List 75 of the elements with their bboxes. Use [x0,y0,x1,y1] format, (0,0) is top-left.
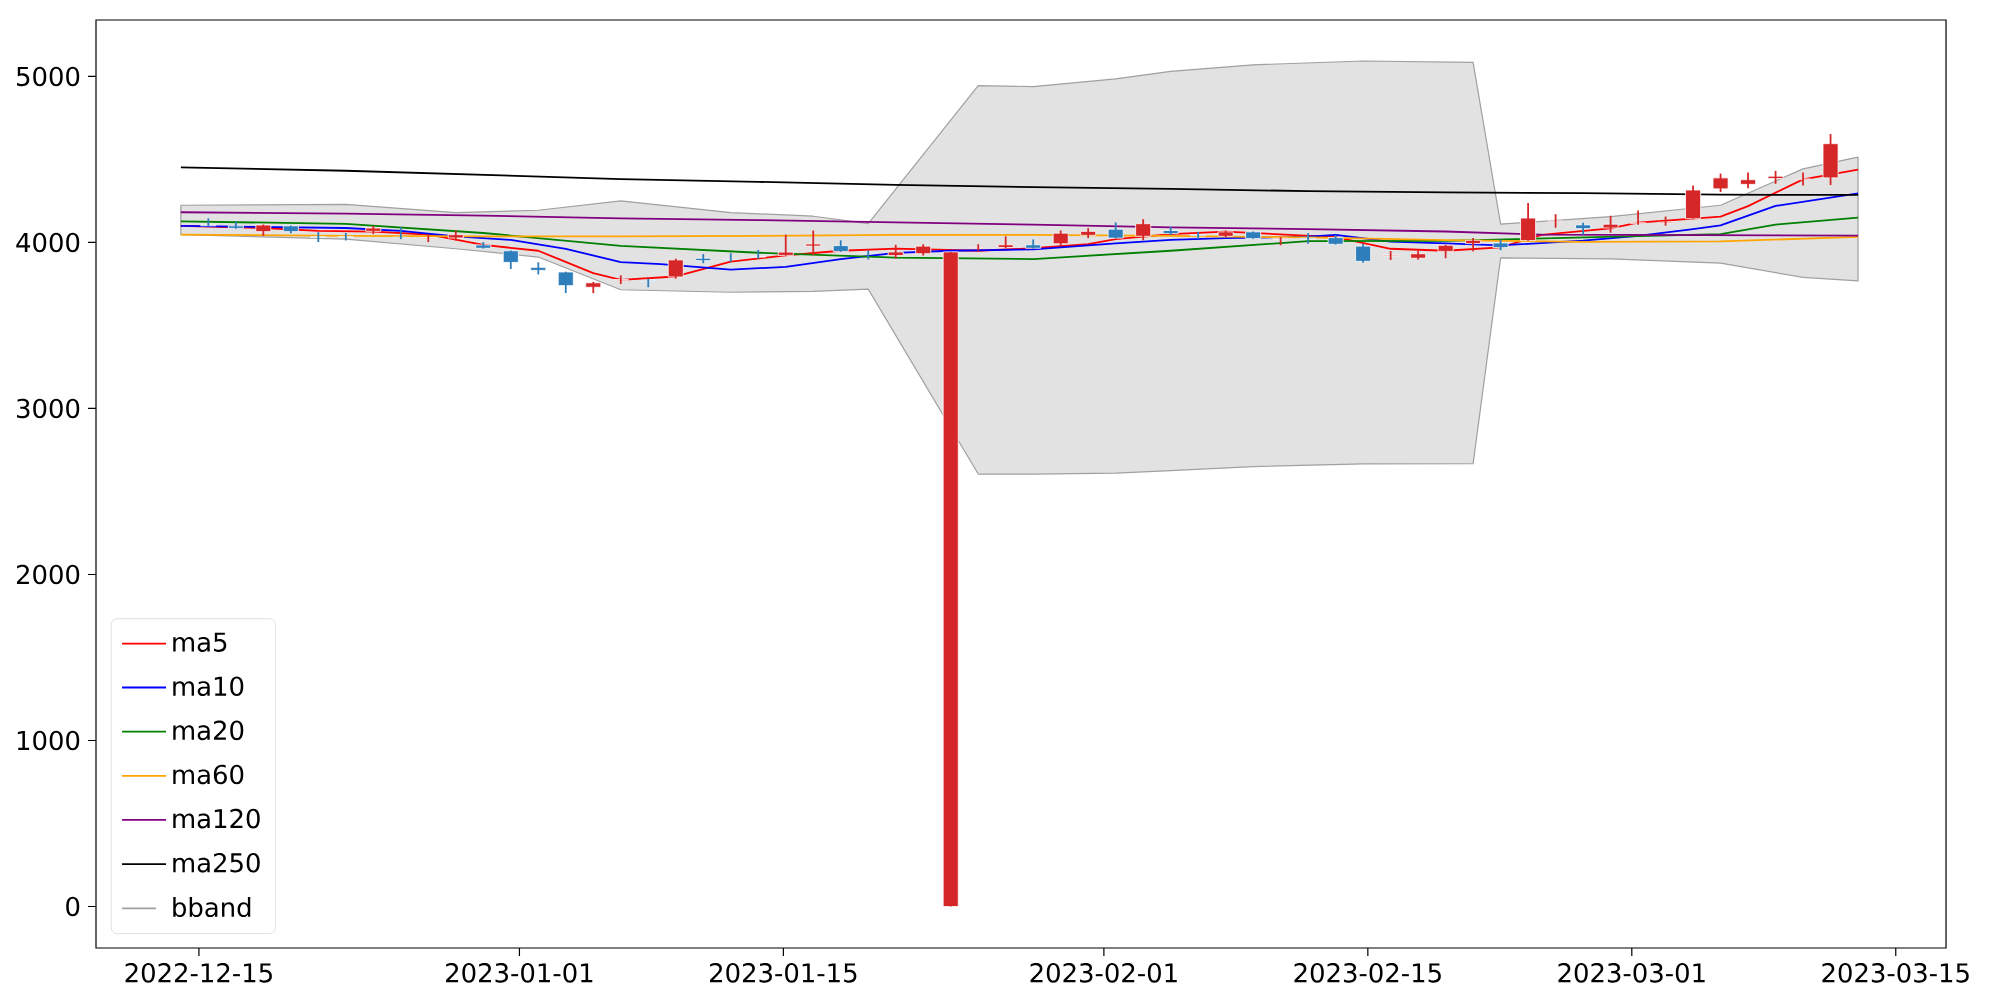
line-series [179,211,1859,237]
y-tick-label: 0 [66,896,80,917]
y-tick-label: 2000 [16,564,80,585]
candlestick [227,220,244,230]
legend-label: ma5 [173,632,227,652]
candlestick [1162,225,1179,236]
candlestick [1355,242,1372,264]
x-tick-label: 2023-02-15 [1294,963,1441,983]
candlestick [585,281,602,294]
y-tick-label: 3000 [17,398,80,419]
candlestick [860,249,877,261]
legend-label: ma120 [173,808,260,829]
candlestick [255,223,272,237]
candlestick [1410,250,1427,261]
x-tick-label: 2022-12-15 [125,963,272,983]
candlestick [1492,238,1509,252]
candlestick [612,274,629,285]
candlestick [722,252,739,263]
candlestick [1080,227,1097,240]
candlestick [1107,221,1124,240]
candlestick [1740,171,1757,190]
x-tick-label: 2023-02-01 [1030,963,1177,983]
candlestick [557,270,574,294]
candlestick [640,277,657,289]
candlestick [1520,202,1537,242]
candlestick [805,229,822,256]
candlestick [1300,232,1317,245]
y-tick-label: 1000 [17,730,80,751]
candlestick [447,229,464,242]
line-series [179,192,1859,271]
candlestick [1795,171,1811,187]
candlestick [1135,218,1152,242]
candlestick [750,249,767,260]
candlestick [1190,230,1207,240]
candlestick [1245,230,1262,240]
candlestick [1822,133,1839,186]
candlestick [502,249,519,270]
candlestick [1272,236,1289,247]
candlestick [1052,229,1069,247]
candlestick [1712,172,1729,193]
candlestick [1685,184,1702,220]
x-tick-label: 2023-01-01 [446,963,593,983]
candlestick [530,261,547,276]
candlestick [365,224,382,236]
candlestick [915,243,932,257]
candlestick [667,257,684,280]
candlestick [1575,221,1592,236]
candlestick [282,224,299,235]
candlestick [1217,229,1234,239]
legend-label: ma60 [173,764,244,785]
x-tick-label: 2023-03-01 [1558,963,1705,983]
x-tick-label: 2023-01-15 [710,963,857,983]
candlestick [310,231,327,244]
y-tick-label: 4000 [16,232,80,253]
legend-label: ma250 [173,852,260,873]
candlestick [420,233,437,244]
legend-label: bband [173,897,251,918]
candlestick [200,217,217,228]
candlestick [997,235,1014,250]
legend-label: ma20 [173,720,244,741]
candlestick [1437,244,1454,260]
candlestick [475,241,492,250]
candlestick [777,233,794,257]
candlestick [1630,209,1647,226]
candlestick [392,226,409,241]
candlestick [1327,234,1344,246]
candlestick [887,243,904,260]
candlestick [970,243,987,252]
candlestick [337,232,354,242]
candlestick [832,239,849,253]
y-tick-label: 5000 [17,66,80,87]
legend-label: ma10 [173,676,244,697]
candlestick [1025,238,1042,250]
candlestick [1382,250,1399,261]
x-tick-label: 2023-03-15 [1822,963,1969,983]
